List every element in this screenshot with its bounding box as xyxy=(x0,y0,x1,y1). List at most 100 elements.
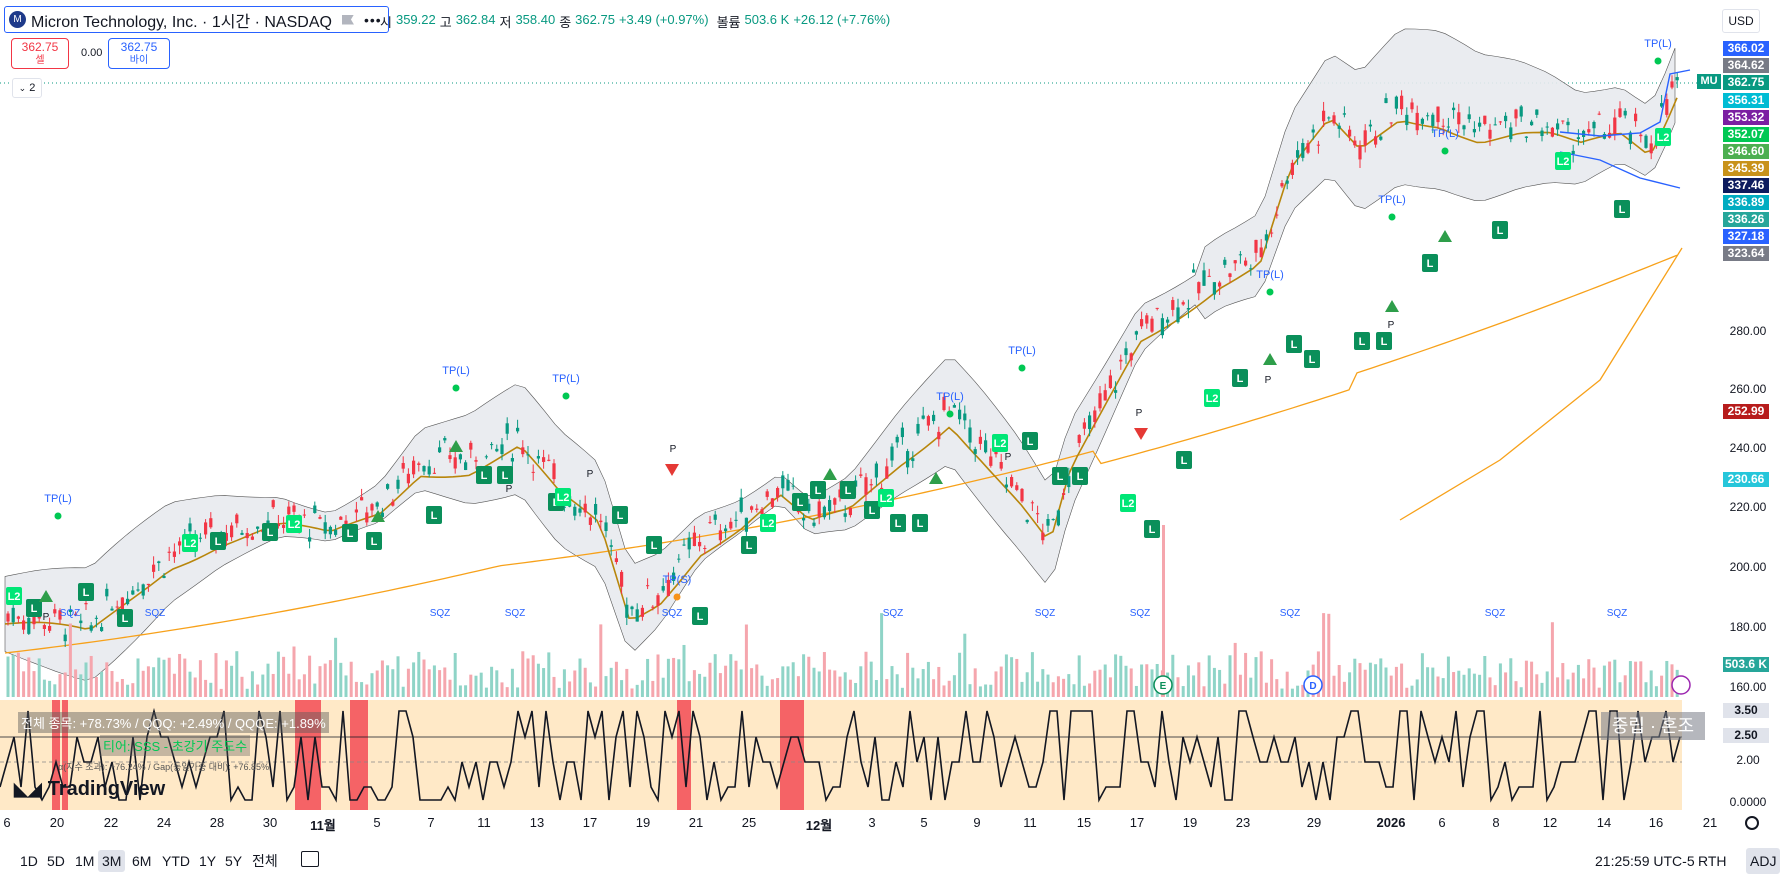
volume-bar xyxy=(692,670,696,697)
timeframe-button[interactable]: 전체 xyxy=(252,853,278,869)
volume-bar xyxy=(391,669,395,697)
candle-body xyxy=(282,525,286,528)
signal-badge xyxy=(1144,520,1160,538)
signal-badge xyxy=(555,488,571,506)
timeframe-button[interactable]: 3M xyxy=(98,850,126,872)
candle-body xyxy=(235,514,239,524)
candle-body xyxy=(1290,162,1294,175)
symbol-title-box[interactable]: M Micron Technology, Inc. · 1시간 · NASDAQ… xyxy=(4,6,389,33)
candle-body xyxy=(1446,126,1450,128)
candle-body xyxy=(661,586,665,591)
sell-button[interactable]: 362.75 셀 xyxy=(11,38,69,69)
candle-body xyxy=(131,590,135,595)
candle-body xyxy=(916,423,920,434)
volume-bar xyxy=(406,668,410,697)
candle-body xyxy=(713,514,717,520)
candle-body xyxy=(334,529,338,535)
tradingview-logo[interactable]: ◣◢ TradingView xyxy=(14,778,165,801)
volume-bar xyxy=(6,656,10,697)
volume-bar xyxy=(1566,679,1570,697)
volume-bar xyxy=(42,679,46,697)
osc-axis-tick: 2.00 xyxy=(1736,753,1760,767)
candle-body xyxy=(828,500,832,512)
buy-button[interactable]: 362.75 바이 xyxy=(108,38,170,69)
indicators-toggle-button[interactable]: ⌄ 2 xyxy=(12,78,42,98)
x-axis-tick: 15 xyxy=(1076,815,1092,830)
low-label: 저 xyxy=(499,15,512,30)
candle-body xyxy=(1389,122,1393,124)
candle-body xyxy=(313,505,317,513)
indicators-count: 2 xyxy=(29,82,36,94)
timeframe-button[interactable]: YTD xyxy=(162,853,190,869)
signal-badge xyxy=(262,523,278,541)
oscillator-alert-zone xyxy=(52,700,60,810)
candle-body xyxy=(583,503,587,513)
timeframe-button[interactable]: 6M xyxy=(132,853,152,869)
volume-bar xyxy=(1301,684,1305,697)
candle-body xyxy=(1046,518,1050,526)
price-chart[interactable]: L2LLLL2LLL2LLLLLLL2LLLLL2LLLLL2LLL2LLLL2… xyxy=(0,0,1715,810)
volume-bar xyxy=(708,662,712,697)
volume-bar xyxy=(739,669,743,697)
candle-body xyxy=(531,471,535,473)
session-button[interactable]: RTH xyxy=(1698,853,1727,869)
timeframe-button[interactable]: 5Y xyxy=(225,853,243,869)
candle-body xyxy=(791,485,795,487)
timeframe-button[interactable]: 5D xyxy=(47,853,65,869)
candle-body xyxy=(1155,307,1159,309)
price-axis-label: 337.46 xyxy=(1723,178,1769,193)
more-options-button[interactable]: ••• xyxy=(363,11,382,28)
volume-bar xyxy=(713,654,717,697)
candle-body xyxy=(1561,120,1565,122)
signal-badge xyxy=(760,514,776,532)
candle-body xyxy=(1348,129,1352,137)
volume-bar xyxy=(1363,669,1367,697)
candle-body xyxy=(734,519,738,521)
candle-body xyxy=(162,575,166,578)
volume-bar xyxy=(1176,677,1180,697)
signal-badge-label: L xyxy=(1497,225,1504,237)
volume-bar xyxy=(1457,670,1461,697)
timeframe-button[interactable]: 1D xyxy=(20,853,38,869)
candle-body xyxy=(1150,318,1154,332)
volume-bar xyxy=(16,652,20,697)
candle-body xyxy=(100,627,104,632)
x-axis-tick: 22 xyxy=(103,815,119,830)
volume-bar xyxy=(656,654,660,697)
settings-icon[interactable] xyxy=(1745,816,1759,830)
signal-badge xyxy=(1354,332,1370,350)
candle-body xyxy=(250,536,254,540)
adjust-button[interactable]: ADJ xyxy=(1746,848,1781,874)
timeframe-button[interactable]: 1Y xyxy=(199,853,217,869)
candle-body xyxy=(1114,390,1118,393)
date-range-icon[interactable] xyxy=(301,851,319,867)
volume-bar xyxy=(1504,672,1508,697)
volume-bar xyxy=(1197,662,1201,697)
volume-bar xyxy=(937,666,941,697)
flag-icon[interactable] xyxy=(341,14,354,25)
volume-bar xyxy=(63,672,67,697)
tp-dot xyxy=(673,593,681,601)
candle-body xyxy=(84,603,88,605)
candle-body xyxy=(1576,137,1580,140)
signal-badge-label: L xyxy=(746,540,753,552)
volume-bar xyxy=(89,655,93,697)
currency-button[interactable]: USD xyxy=(1722,9,1760,33)
candle-body xyxy=(869,484,873,486)
volume-bar xyxy=(1576,664,1580,697)
candle-body xyxy=(401,462,405,469)
volume-bar xyxy=(1207,655,1211,697)
volume-bar xyxy=(1244,652,1248,697)
volume-bar xyxy=(854,682,858,697)
volume-bar xyxy=(1452,672,1456,697)
candle-body xyxy=(141,584,145,596)
timeframe-button[interactable]: 1M xyxy=(75,853,95,869)
clock[interactable]: 21:25:59 UTC-5 xyxy=(1595,853,1695,869)
candle-body xyxy=(1478,122,1482,127)
volume-bar xyxy=(1400,663,1404,697)
candle-body xyxy=(630,606,634,610)
candle-body xyxy=(120,597,124,610)
volume-bar xyxy=(536,663,540,697)
price-axis-tick: 260.00 xyxy=(1729,382,1767,396)
